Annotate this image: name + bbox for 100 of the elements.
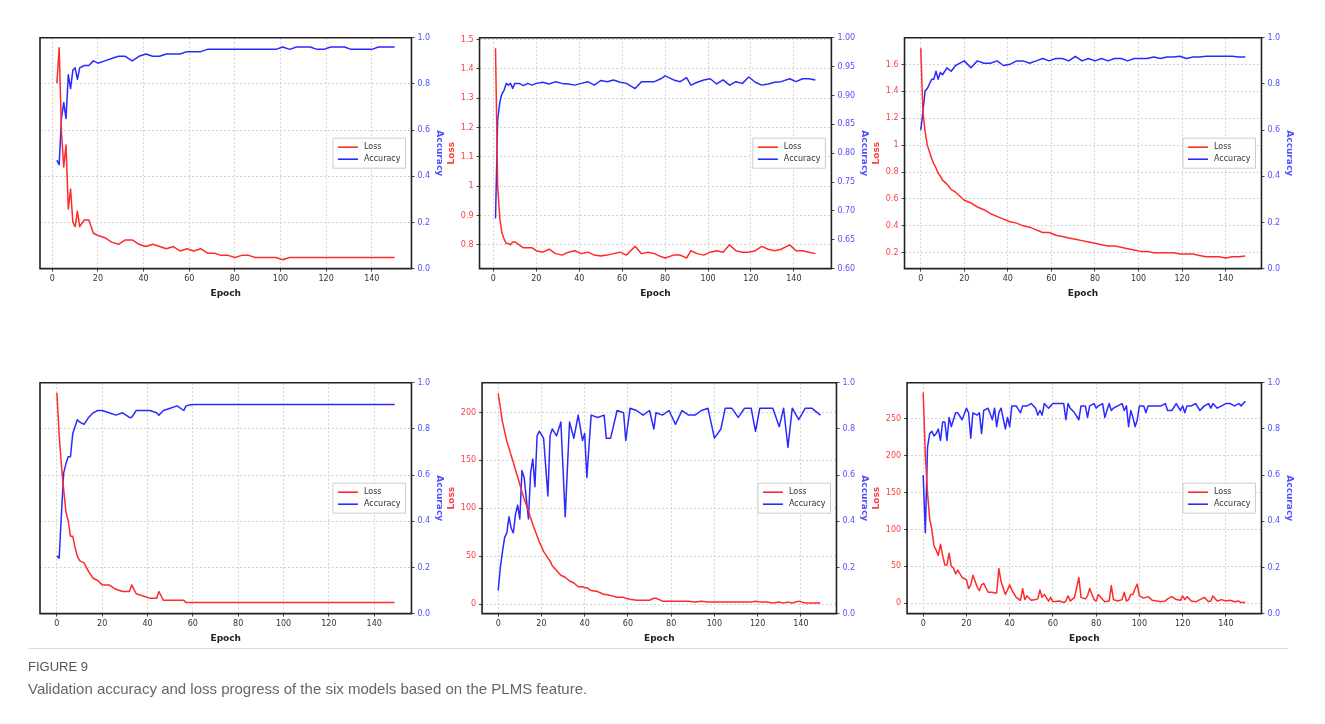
x-tick-label: 120 xyxy=(321,619,337,629)
y-tick-label: 1 xyxy=(893,140,899,150)
y2-tick-label: 0.2 xyxy=(1267,562,1281,572)
x-tick-label: 40 xyxy=(1002,274,1013,284)
y-tick-label: 1.4 xyxy=(460,63,474,73)
x-tick-label: 0 xyxy=(490,274,496,284)
x-tick-label: 80 xyxy=(233,619,244,629)
y2-tick-label: 1.00 xyxy=(837,32,856,42)
y2-tick-label: 0.75 xyxy=(837,177,856,187)
y2-tick-label: 0.4 xyxy=(1267,171,1281,181)
y-tick-label: 0.8 xyxy=(885,167,899,177)
y2-tick-label: 0.8 xyxy=(842,424,856,434)
legend-label: Loss xyxy=(363,487,382,497)
x-axis-title: Epoch xyxy=(1067,287,1099,298)
legend-label: Loss xyxy=(1213,142,1232,152)
y2-tick-label: 0.8 xyxy=(417,424,431,434)
x-tick-label: 60 xyxy=(617,274,628,284)
y2-tick-label: 0.6 xyxy=(417,125,431,135)
y2-tick-label: 0.0 xyxy=(1267,263,1281,273)
x-tick-label: 40 xyxy=(1004,619,1015,629)
y2-tick-label: 0.6 xyxy=(417,470,431,480)
y-tick-label: 250 xyxy=(885,414,902,424)
y2-tick-label: 1.0 xyxy=(842,377,856,387)
x-axis-title: Epoch xyxy=(210,287,241,298)
x-tick-label: 140 xyxy=(1218,274,1234,284)
x-tick-label: 100 xyxy=(1131,619,1148,629)
y-tick-label: 50 xyxy=(890,561,902,571)
x-tick-label: 40 xyxy=(574,274,585,284)
y2-tick-label: 0.2 xyxy=(417,562,431,572)
x-tick-label: 100 xyxy=(706,619,723,629)
y-tick-label: 0.9 xyxy=(460,210,474,220)
y-tick-label: 1.1 xyxy=(460,151,474,161)
y2-tick-label: 1.0 xyxy=(1267,377,1281,387)
x-tick-label: 60 xyxy=(1046,274,1057,284)
x-tick-label: 80 xyxy=(1089,274,1101,284)
x-tick-label: 100 xyxy=(1130,274,1147,284)
y-tick-label: 1.6 xyxy=(885,59,899,69)
x-tick-label: 40 xyxy=(579,619,590,629)
y2-tick-label: 0.60 xyxy=(837,263,856,273)
x-tick-label: 0 xyxy=(495,619,501,629)
y2-tick-label: 0.6 xyxy=(1267,125,1281,135)
y2-axis-title: Accuracy xyxy=(860,130,871,177)
x-tick-label: 0 xyxy=(920,619,926,629)
x-tick-label: 120 xyxy=(318,274,334,284)
x-tick-label: 20 xyxy=(92,274,104,284)
x-tick-label: 80 xyxy=(660,274,671,284)
y-tick-label: 0.2 xyxy=(885,247,899,257)
y2-axis-title: Accuracy xyxy=(435,475,446,522)
y-tick-label: 150 xyxy=(460,455,477,465)
x-tick-label: 120 xyxy=(750,619,766,629)
x-tick-label: 80 xyxy=(1091,619,1102,629)
legend-label: Loss xyxy=(788,487,807,497)
x-tick-label: 40 xyxy=(142,619,153,629)
y-tick-label: 1.4 xyxy=(885,86,899,96)
x-tick-label: 20 xyxy=(531,274,542,284)
legend-label: Accuracy xyxy=(363,154,401,164)
legend-label: Loss xyxy=(783,142,802,152)
y-axis-title: Loss xyxy=(870,141,881,165)
y-tick-label: 0.8 xyxy=(460,239,474,249)
y-tick-label: 200 xyxy=(460,407,477,417)
x-axis-title: Epoch xyxy=(644,632,675,643)
y-tick-label: 100 xyxy=(460,503,477,513)
x-tick-label: 20 xyxy=(97,619,108,629)
x-tick-label: 140 xyxy=(1218,619,1234,629)
y2-tick-label: 0.6 xyxy=(1267,470,1281,480)
y-tick-label: 50 xyxy=(465,551,477,561)
y-axis-title: Loss xyxy=(870,486,881,510)
legend-label: Accuracy xyxy=(783,154,821,164)
y2-tick-label: 1.0 xyxy=(417,377,431,387)
x-tick-label: 20 xyxy=(536,619,547,629)
legend-label: Accuracy xyxy=(1213,154,1251,164)
text: Validation accuracy and loss progress of the six models based on the PLMS feature. xyxy=(28,680,589,697)
y-tick-label: 1.5 xyxy=(460,34,474,44)
x-tick-label: 40 xyxy=(138,274,149,284)
x-tick-label: 140 xyxy=(793,619,809,629)
y2-axis-title: Accuracy xyxy=(1285,475,1296,522)
y-tick-label: 0 xyxy=(470,599,477,609)
x-tick-label: 60 xyxy=(1047,619,1059,629)
y2-tick-label: 0.70 xyxy=(837,205,856,215)
text: FIGURE 9 xyxy=(28,659,89,674)
x-tick-label: 100 xyxy=(700,274,716,284)
y2-tick-label: 0.85 xyxy=(837,119,856,129)
y2-tick-label: 0.95 xyxy=(837,61,856,71)
x-tick-label: 60 xyxy=(187,619,198,629)
y-tick-label: 1 xyxy=(468,181,474,191)
y-axis-title: Loss xyxy=(445,141,456,165)
x-tick-label: 140 xyxy=(786,274,802,284)
x-tick-label: 60 xyxy=(184,274,195,284)
y-tick-label: 0.4 xyxy=(885,220,899,230)
y-tick-label: 200 xyxy=(885,450,902,460)
y2-tick-label: 0.8 xyxy=(1267,79,1281,89)
legend-label: Accuracy xyxy=(1213,499,1251,509)
y2-tick-label: 0.8 xyxy=(1267,424,1281,434)
x-axis-title: Epoch xyxy=(640,287,671,298)
y2-tick-label: 0.4 xyxy=(842,516,856,526)
x-tick-label: 140 xyxy=(364,274,380,284)
y2-axis-title: Accuracy xyxy=(435,130,446,177)
y2-tick-label: 0.65 xyxy=(837,234,856,244)
y-tick-label: 0.6 xyxy=(885,194,899,204)
y2-tick-label: 0.80 xyxy=(837,148,856,158)
